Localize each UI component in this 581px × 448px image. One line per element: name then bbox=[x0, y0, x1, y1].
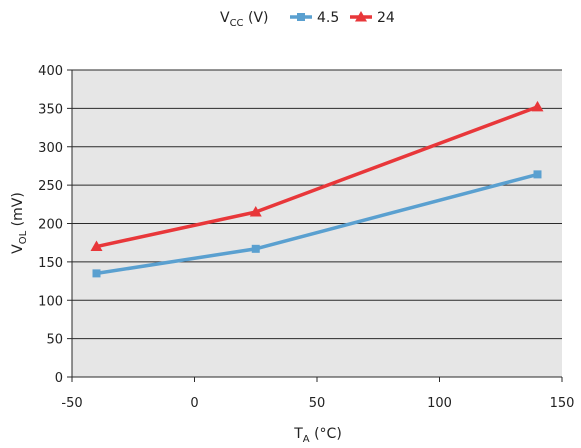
y-tick-label: 50 bbox=[46, 333, 63, 348]
x-tick-label: 150 bbox=[550, 396, 575, 411]
y-tick-label: 0 bbox=[55, 371, 63, 386]
y-tick-label: 250 bbox=[38, 179, 63, 194]
x-tick-labels: -50 0 50 100 150 bbox=[61, 396, 574, 411]
data-point-24 bbox=[90, 240, 103, 252]
x-axis-title: TA (°C) bbox=[293, 426, 342, 445]
y-tick-labels: 0 50 100 150 200 250 300 350 400 bbox=[38, 64, 63, 386]
y-axis-title: VOL (mV) bbox=[10, 192, 29, 254]
data-point-4.5 bbox=[251, 244, 260, 253]
data-point-4.5 bbox=[533, 170, 542, 179]
y-tick-label: 300 bbox=[38, 141, 63, 156]
data-point-24 bbox=[249, 205, 262, 217]
y-tick-label: 350 bbox=[38, 102, 63, 117]
x-tick-label: 0 bbox=[190, 396, 198, 411]
legend-label-24: 24 bbox=[377, 10, 395, 26]
legend-title: VCC (V) bbox=[220, 10, 269, 29]
data-markers bbox=[90, 100, 544, 278]
y-tick-label: 400 bbox=[38, 64, 63, 79]
y-tick-label: 100 bbox=[38, 294, 63, 309]
x-tick-label: -50 bbox=[61, 396, 82, 411]
legend-marker-4.5 bbox=[297, 13, 305, 21]
x-tick-label: 50 bbox=[309, 396, 326, 411]
axes bbox=[67, 69, 563, 382]
legend-marker-24 bbox=[355, 11, 367, 22]
x-tick-label: 100 bbox=[427, 396, 452, 411]
y-tick-label: 150 bbox=[38, 256, 63, 271]
legend: VCC (V) 4.5 24 bbox=[220, 10, 395, 29]
legend-label-4.5: 4.5 bbox=[317, 10, 339, 26]
data-point-4.5 bbox=[92, 269, 101, 278]
y-tick-label: 200 bbox=[38, 218, 63, 233]
data-point-24 bbox=[531, 100, 544, 112]
